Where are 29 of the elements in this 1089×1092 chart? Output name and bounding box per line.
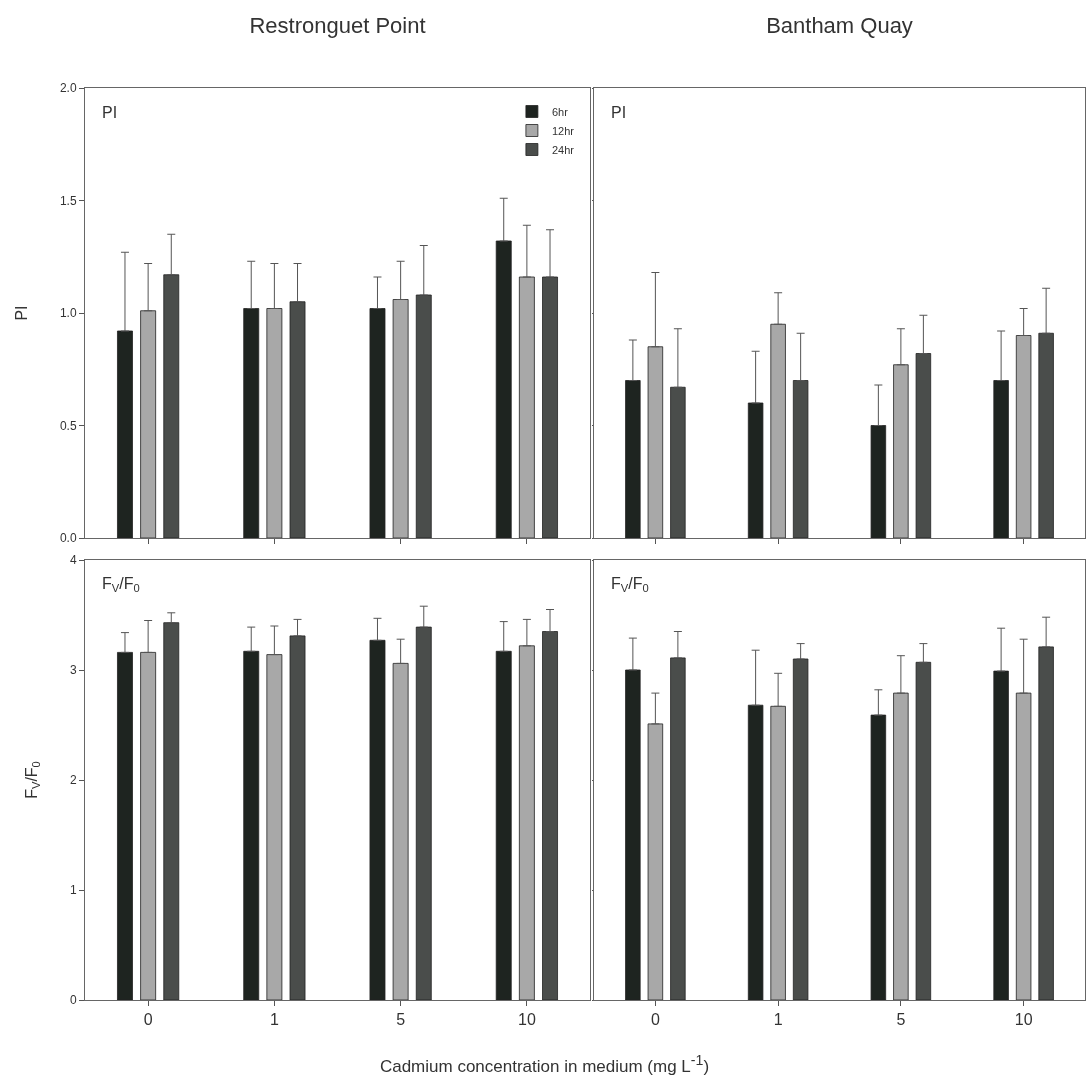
- legend-label: 12hr: [551, 124, 575, 137]
- y-tick-label: 0: [69, 993, 77, 1008]
- x-tick-label: 0: [143, 1011, 153, 1029]
- annotation: PI: [102, 104, 118, 121]
- y-tick-label: 1.0: [59, 306, 77, 321]
- y-tick-label: 1: [69, 883, 77, 898]
- y-tick-label: 4: [69, 553, 77, 568]
- x-tick-label: 10: [1014, 1011, 1033, 1029]
- annotation: F$_{V}$/F$_{0}$: [611, 575, 649, 595]
- y-tick-label: 2: [69, 773, 77, 788]
- y-tick-label: 0.5: [59, 418, 77, 433]
- x-tick-label: 5: [896, 1011, 906, 1029]
- legend-label: 24hr: [551, 143, 575, 156]
- y-tick-label: 3: [69, 663, 77, 678]
- y-tick-label: 2.0: [59, 81, 77, 96]
- legend-label: 6hr: [551, 105, 569, 118]
- x-tick-label: 5: [396, 1011, 406, 1029]
- x-tick-label: 1: [773, 1011, 783, 1029]
- x-tick-label: 0: [650, 1011, 660, 1029]
- x-axis-title: Cadmium concentration in medium (mg L$^{-1}$): [378, 1052, 711, 1077]
- y-tick-label: 1.5: [59, 193, 77, 208]
- annotation: PI: [611, 104, 627, 121]
- y-axis-title: PI: [12, 305, 30, 321]
- y-tick-label: 0.0: [59, 531, 77, 546]
- x-tick-label: 1: [269, 1011, 279, 1029]
- chart-title: Restronguet Point: [249, 13, 426, 39]
- annotation: F$_{V}$/F$_{0}$: [102, 575, 140, 595]
- chart-title: Bantham Quay: [766, 13, 913, 39]
- x-tick-label: 10: [517, 1011, 536, 1029]
